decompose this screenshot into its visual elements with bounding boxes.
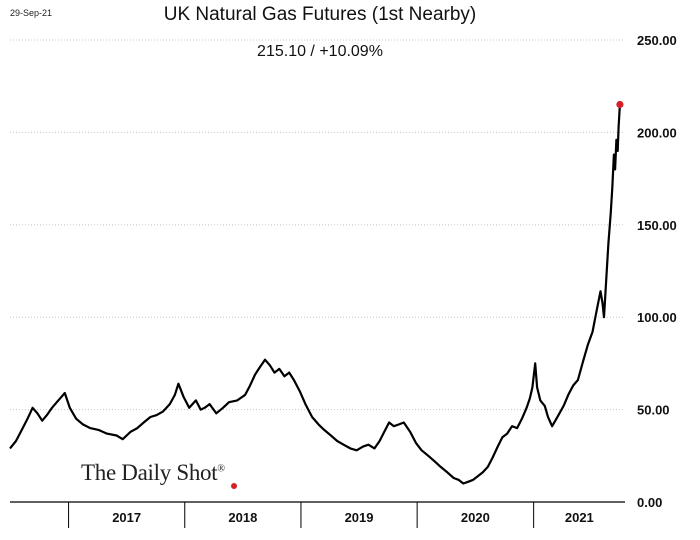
- y-tick-label: 200.00: [637, 125, 677, 140]
- series-group: [9, 100, 624, 485]
- daily-shot-logo: The Daily Shot®: [81, 460, 225, 486]
- y-tick-label: 250.00: [637, 33, 677, 48]
- y-tick-label: 150.00: [637, 218, 677, 233]
- chart-title: UK Natural Gas Futures (1st Nearby): [163, 4, 477, 25]
- logo-dot: [231, 483, 237, 489]
- last-value-dot: [616, 100, 624, 109]
- chart-subtitle: 215.10 / +10.09%: [257, 43, 383, 60]
- x-tick-label: 2017: [112, 510, 141, 525]
- y-tick-label: 50.00: [637, 403, 670, 418]
- x-axis: 2017 2018 2019 2020 2021: [10, 501, 625, 528]
- x-tick-label: 2021: [565, 510, 594, 525]
- date-stamp: 29-Sep-21: [10, 8, 53, 18]
- logo-text: The Daily Shot: [81, 460, 218, 485]
- registered-mark: ®: [217, 463, 225, 475]
- price-line: [9, 104, 621, 485]
- x-tick-label: 2020: [461, 510, 490, 525]
- y-axis-tick-labels: 0.00 50.00 100.00 150.00 200.00 250.00: [637, 33, 677, 510]
- x-tick-label: 2019: [345, 510, 374, 525]
- y-tick-label: 100.00: [637, 310, 677, 325]
- gridlines: [10, 39, 625, 411]
- x-tick-label: 2018: [228, 510, 257, 525]
- y-tick-label: 0.00: [637, 495, 662, 510]
